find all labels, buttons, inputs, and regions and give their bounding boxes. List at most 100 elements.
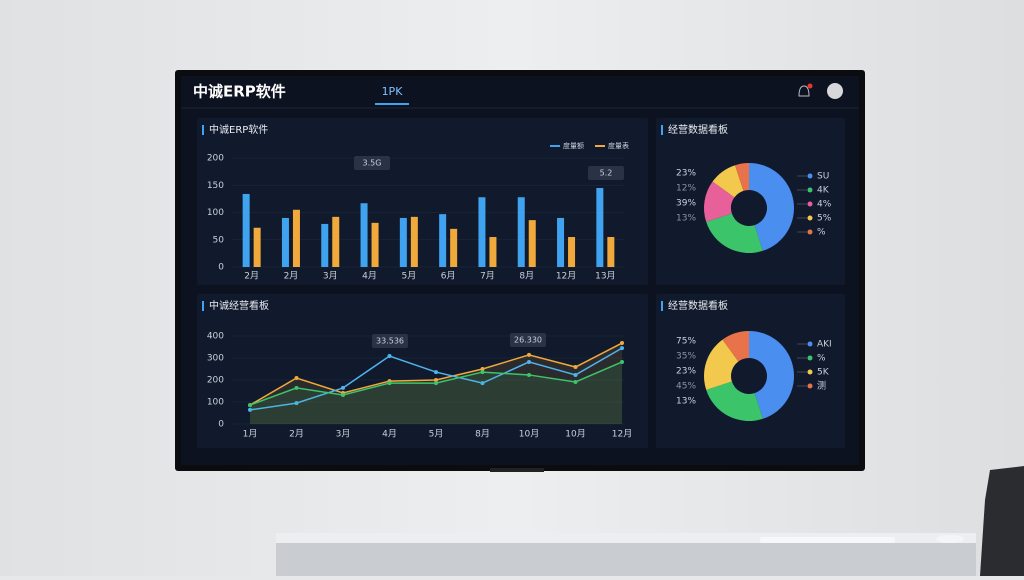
- y-tick-label: 200: [207, 154, 224, 164]
- point: [341, 385, 345, 390]
- annotation: 5.2: [600, 169, 613, 178]
- annotation: 33.536: [376, 337, 404, 346]
- x-tick-label: 7月: [480, 271, 495, 282]
- x-tick-label: 2月: [244, 271, 259, 282]
- annotation-box: [588, 166, 624, 180]
- bar: [517, 197, 525, 267]
- bar: [607, 237, 615, 267]
- x-tick-label: 5月: [429, 429, 444, 440]
- x-tick-label: 3月: [336, 429, 351, 440]
- y-tick-label: 150: [207, 181, 224, 191]
- x-tick-label: 12月: [556, 271, 576, 282]
- panel: [656, 294, 845, 448]
- bar: [478, 197, 486, 267]
- bar: [489, 237, 497, 267]
- bar: [450, 228, 458, 267]
- panel-accent: [661, 125, 663, 135]
- annotation-box: [510, 333, 546, 347]
- y-tick-label: 200: [207, 376, 224, 386]
- legend-label: 度量表: [608, 141, 629, 150]
- bar: [332, 216, 340, 267]
- panel: [197, 294, 648, 448]
- x-tick-label: 8月: [519, 271, 534, 282]
- panel-accent: [661, 301, 663, 311]
- x-tick-label: 2月: [284, 271, 299, 282]
- legend-label: 测: [817, 381, 826, 392]
- x-tick-label: 8月: [475, 429, 490, 440]
- side-label: 75%: [676, 337, 696, 347]
- x-tick-label: 4月: [362, 271, 377, 282]
- legend-dot: [807, 355, 813, 361]
- legend-dot: [807, 201, 813, 207]
- bell-icon[interactable]: [798, 85, 810, 97]
- annotation: 3.5G: [363, 159, 382, 168]
- point: [294, 376, 299, 381]
- bar: [568, 237, 576, 267]
- tv-stand: [490, 468, 544, 472]
- panel: [656, 118, 845, 285]
- donut-slice: [722, 331, 749, 362]
- x-tick-label: 10月: [519, 429, 539, 440]
- annotation-box: [372, 334, 408, 348]
- donut-slice: [749, 331, 794, 419]
- point: [620, 359, 624, 364]
- mouse: [936, 535, 964, 543]
- legend-dot: [807, 341, 813, 347]
- legend-label: SU: [817, 172, 829, 182]
- panel-title: 中诚经营看板: [209, 299, 269, 312]
- side-label: 13%: [676, 397, 696, 407]
- legend-dot: [807, 173, 813, 179]
- side-label: 23%: [676, 169, 696, 179]
- legend-dot: [807, 215, 813, 221]
- point: [341, 392, 345, 397]
- bar: [596, 187, 604, 267]
- point: [573, 365, 578, 370]
- legend-label: 5K: [817, 368, 830, 378]
- panel-accent: [202, 125, 204, 135]
- bar: [439, 214, 447, 267]
- legend-label: 4K: [817, 186, 830, 196]
- point: [480, 370, 485, 375]
- x-tick-label: 1月: [243, 429, 258, 440]
- side-label: 13%: [676, 214, 696, 224]
- point: [480, 381, 485, 386]
- point: [620, 346, 624, 351]
- panel-title: 经营数据看板: [668, 299, 728, 312]
- bar: [292, 209, 300, 267]
- avatar[interactable]: [827, 83, 843, 99]
- keyboard: [760, 537, 895, 543]
- donut-slice: [704, 181, 735, 222]
- notification-dot: [807, 83, 813, 89]
- legend-label: %: [817, 228, 826, 238]
- chair: [980, 466, 1024, 576]
- side-label: 23%: [676, 367, 696, 377]
- bar: [281, 217, 289, 267]
- x-tick-label: 6月: [441, 271, 456, 282]
- x-tick-label: 4月: [382, 429, 397, 440]
- side-label: 12%: [676, 184, 696, 194]
- donut-slice: [706, 213, 763, 254]
- legend-label: 4%: [817, 200, 832, 210]
- bar: [360, 203, 368, 267]
- app-title: 中诚ERP软件: [193, 83, 286, 101]
- donut-slice: [749, 163, 794, 251]
- y-tick-label: 0: [218, 420, 224, 430]
- panel-title: 经营数据看板: [668, 123, 728, 136]
- x-tick-label: 5月: [401, 271, 416, 282]
- bar: [253, 227, 261, 267]
- bar: [242, 193, 250, 267]
- donut-slice: [735, 163, 749, 191]
- y-tick-label: 0: [218, 263, 224, 273]
- side-label: 45%: [676, 382, 696, 392]
- panel-accent: [202, 301, 204, 311]
- legend-dot: [807, 383, 813, 389]
- y-tick-label: 400: [207, 332, 224, 342]
- bar: [557, 217, 565, 267]
- point: [387, 381, 392, 386]
- point: [248, 407, 252, 412]
- point: [434, 381, 438, 386]
- x-tick-label: 13月: [595, 271, 615, 282]
- tab[interactable]: 1PK: [382, 85, 404, 98]
- legend-label: %: [817, 354, 826, 364]
